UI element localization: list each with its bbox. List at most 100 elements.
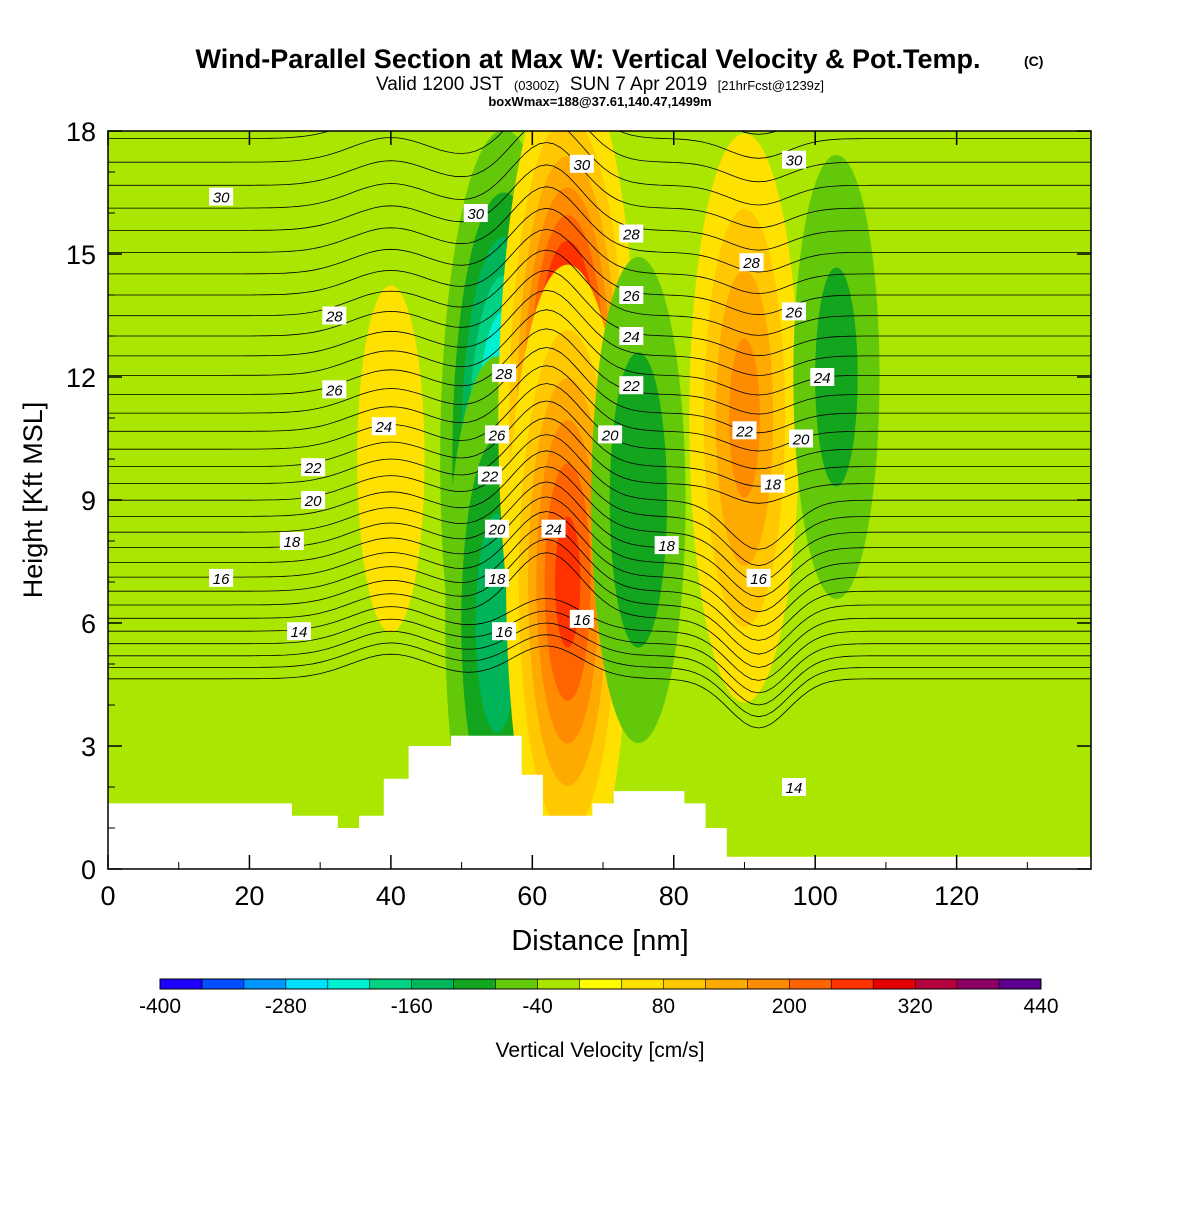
contour-label-bg — [279, 532, 304, 550]
contour-label-text: 24 — [374, 419, 392, 436]
theta-contour — [108, 309, 1091, 396]
contour-label-text: 24 — [544, 522, 562, 539]
contour-label: 30 — [463, 204, 488, 223]
colorbar-swatch — [495, 979, 539, 989]
contour-label-text: 18 — [658, 538, 675, 555]
theta-contour — [108, 496, 1091, 613]
colorbar-swatch — [915, 979, 958, 989]
contour-label-text: 26 — [325, 382, 343, 399]
contour-label: 28 — [739, 253, 764, 272]
contour-label-text: 16 — [750, 571, 767, 588]
contour-label: 22 — [301, 458, 326, 477]
x-tick-label: 0 — [100, 881, 115, 911]
theta-contour — [108, 622, 1091, 706]
contour-label: 20 — [484, 519, 509, 539]
chart-header: Wind-Parallel Section at Max W: Vertical… — [196, 44, 1044, 109]
contour-label-text: 18 — [764, 477, 781, 494]
colorbar-swatch — [201, 979, 245, 989]
contour-label: 24 — [810, 368, 835, 387]
contour-label-bg — [732, 421, 757, 440]
contour-label-text: 26 — [488, 427, 506, 444]
w-feature — [793, 154, 880, 600]
contour-label-bg — [541, 519, 566, 538]
contour-label-text: 26 — [622, 288, 640, 305]
theta-contour — [108, 269, 1091, 357]
colorbar-tick-label: 80 — [652, 995, 675, 1018]
contour-label-text: 14 — [786, 780, 803, 797]
w-band — [729, 338, 760, 498]
y-tick-label: 18 — [66, 117, 96, 147]
contour-label-bg — [492, 363, 517, 382]
colorbar-tick-label: 200 — [772, 995, 807, 1018]
x-tick-label: 100 — [793, 881, 838, 911]
forecast-label: [21hrFcst@1239z] — [718, 78, 824, 93]
contour-label-bg — [301, 491, 326, 509]
contour-label-bg — [301, 458, 326, 477]
y-tick-label: 15 — [66, 240, 96, 270]
contour-label-bg — [781, 150, 806, 169]
contour-label-text: 22 — [735, 423, 753, 440]
colorbar-frame — [159, 978, 1042, 990]
y-tick-label: 3 — [81, 732, 96, 762]
contour-label: 30 — [781, 150, 806, 170]
theta-contour — [108, 207, 1091, 295]
contour-label-text: 18 — [284, 534, 301, 551]
contour-label-text: 24 — [622, 329, 640, 346]
theta-contour — [108, 289, 1091, 377]
contour-label: 18 — [484, 568, 509, 588]
theta-contour — [108, 610, 1091, 694]
contour-label-text: 20 — [792, 432, 810, 449]
colorbar: -400 -280 -160 -40 80 200 320 440 — [139, 978, 1059, 1018]
colorbar-swatch — [579, 979, 622, 989]
colorbar-swatch — [831, 979, 874, 989]
x-tick-label: 60 — [517, 881, 547, 911]
w-feature — [591, 256, 686, 744]
contour-label-text: 28 — [622, 227, 640, 244]
contour-label-bg — [322, 380, 347, 399]
contour-label: 24 — [541, 519, 566, 539]
contour-label: 16 — [746, 568, 771, 588]
colorbar-swatch — [411, 979, 455, 989]
theta-contour — [108, 164, 1091, 251]
colorbar-tick-label: -40 — [522, 995, 552, 1018]
contour-label-text: 20 — [601, 427, 619, 444]
colorbar-tick-label: 320 — [898, 995, 933, 1018]
colorbar-swatch — [621, 979, 664, 989]
colorbar-tick-label: 440 — [1023, 995, 1058, 1018]
vertical-velocity-field — [108, 131, 1091, 869]
theta-contour — [108, 511, 1091, 627]
box-max-label: boxWmax=188@37.61,140.47,1499m — [488, 94, 711, 109]
contour-label: 26 — [322, 380, 347, 399]
colorbar-swatch — [789, 979, 832, 989]
contour-label-bg — [484, 568, 509, 587]
colorbar-swatch — [873, 979, 916, 989]
valid-label: Valid 1200 JST — [376, 74, 504, 95]
contour-label-text: 24 — [813, 370, 831, 387]
colorbar-swatch — [327, 979, 371, 989]
contour-labels: 30 28 26 24 22 20 18 16 14 30 28 26 22 20 18 16 30 28 26 24… — [209, 150, 835, 797]
contour-label-text: 22 — [622, 378, 640, 395]
contour-label-bg — [484, 519, 509, 538]
contour-label-text: 22 — [304, 460, 322, 477]
contour-label: 30 — [569, 154, 594, 174]
contour-label-bg — [492, 622, 517, 641]
theta-contour — [108, 131, 1091, 159]
contour-label-bg — [569, 154, 594, 173]
date-label: SUN 7 Apr 2019 — [570, 74, 707, 95]
contour-label-bg — [209, 187, 234, 206]
contour-label: 28 — [619, 224, 644, 244]
contour-label-bg — [477, 466, 502, 485]
contour-label-bg — [463, 204, 488, 222]
contour-label: 28 — [492, 363, 517, 383]
x-tick-label: 20 — [234, 881, 264, 911]
colorbar-tick-label: -400 — [139, 995, 181, 1018]
theta-contour — [108, 525, 1091, 641]
contour-label-bg — [781, 302, 806, 321]
theta-contour — [108, 400, 1091, 487]
colorbar-tick-label: -160 — [391, 995, 433, 1018]
chart-subtitle: Valid 1200 JST (0300Z) SUN 7 Apr 2019 [2… — [376, 74, 824, 95]
contour-label: 20 — [789, 429, 814, 449]
theta-contour — [108, 142, 1091, 229]
theta-contour — [108, 347, 1091, 434]
contour-label-bg — [619, 224, 644, 243]
